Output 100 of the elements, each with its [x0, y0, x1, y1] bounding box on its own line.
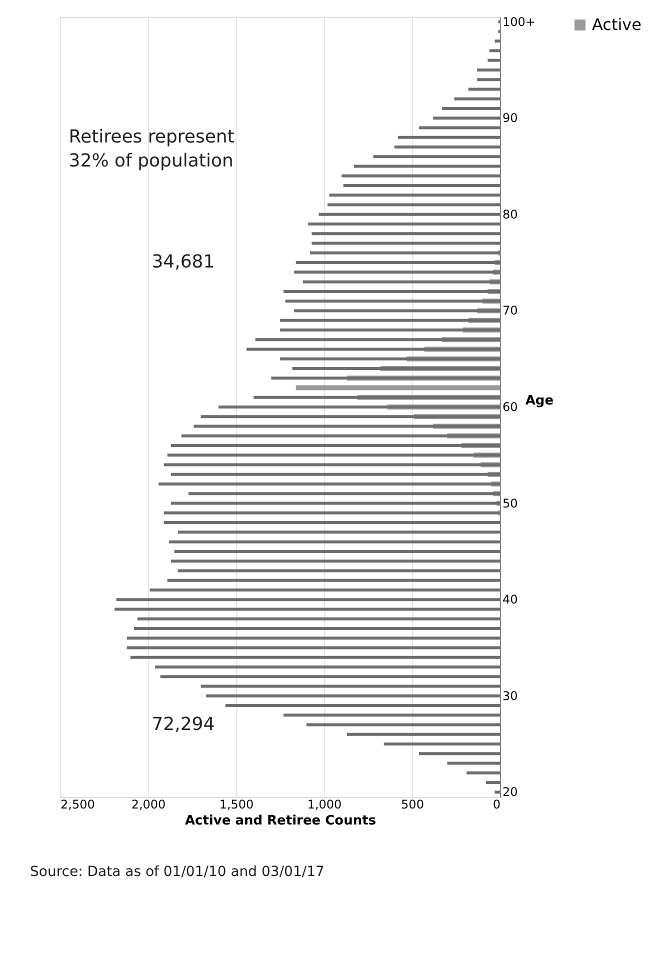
bar	[218, 406, 500, 408]
bar	[285, 300, 500, 303]
bar	[206, 694, 500, 698]
bar	[419, 752, 500, 756]
bar	[188, 492, 500, 496]
bar	[280, 328, 500, 332]
bar	[174, 550, 500, 553]
x-tick-label: 500	[401, 798, 424, 812]
bar	[126, 646, 500, 650]
bar	[477, 68, 500, 72]
bar	[200, 684, 500, 688]
bar	[284, 714, 500, 717]
bar	[137, 617, 500, 620]
x-axis-title: Active and Retiree Counts	[184, 814, 376, 828]
y-tick-label: 80	[502, 207, 518, 222]
bar	[419, 126, 500, 130]
bar	[200, 415, 500, 418]
bar	[468, 88, 500, 91]
annotation: 34,681	[152, 252, 215, 273]
bar	[373, 155, 500, 158]
bar	[194, 424, 500, 428]
x-tick-label: 0	[492, 798, 500, 812]
bar	[126, 636, 500, 640]
bar	[312, 232, 500, 236]
bar	[134, 626, 500, 630]
bar	[167, 578, 500, 582]
bar	[292, 366, 500, 370]
y-tick-label: 60	[502, 400, 518, 414]
bar	[294, 270, 500, 274]
x-tick-label: 1,500	[219, 798, 254, 812]
bar	[318, 212, 500, 216]
bar	[169, 540, 500, 544]
bar	[296, 261, 500, 264]
bar	[130, 656, 500, 659]
bar	[155, 666, 500, 668]
bar	[486, 781, 500, 784]
bar	[271, 376, 500, 380]
bar	[354, 164, 500, 168]
bar	[329, 194, 500, 197]
bar	[255, 338, 500, 342]
bar	[466, 771, 500, 774]
y-tick-label: 70	[502, 304, 518, 318]
bar	[306, 723, 500, 726]
bar	[328, 203, 500, 206]
y-axis-title: Age	[525, 394, 554, 408]
bar	[178, 569, 500, 572]
y-tick-label: 30	[502, 688, 518, 703]
bar	[394, 146, 500, 148]
bar	[489, 49, 500, 52]
bar	[254, 396, 500, 399]
bar	[164, 511, 500, 514]
bar	[433, 116, 500, 120]
bar	[170, 502, 500, 505]
bar	[170, 444, 500, 448]
bar	[447, 762, 500, 765]
bar	[225, 704, 500, 708]
annotation: Retirees represent 32% of population	[68, 126, 234, 172]
y-tick-label: 100+	[502, 14, 536, 29]
bar	[170, 472, 500, 476]
bar	[494, 790, 500, 794]
bar	[342, 174, 500, 178]
bar	[114, 608, 500, 611]
y-tick-label: 40	[502, 592, 518, 607]
bar	[181, 434, 500, 438]
bar	[302, 280, 500, 284]
bar	[294, 309, 500, 312]
bar	[150, 588, 500, 592]
bar	[158, 482, 500, 486]
bar	[160, 675, 500, 678]
y-tick-label: 20	[502, 785, 518, 800]
y-tick-label: 90	[502, 111, 518, 126]
bar	[170, 560, 500, 563]
bar	[178, 530, 500, 534]
bar	[384, 742, 500, 746]
bar	[454, 97, 500, 100]
bar	[116, 598, 500, 602]
y-tick-label: 50	[502, 496, 518, 510]
bar	[488, 58, 500, 62]
annotation: 72,294	[152, 714, 215, 735]
bar	[343, 184, 500, 188]
x-tick-label: 1,000	[307, 798, 342, 812]
bar	[167, 454, 500, 457]
source-note: Source: Data as of 01/01/10 and 03/01/17	[30, 864, 324, 880]
bar	[312, 242, 500, 245]
x-tick-label: 2,000	[131, 798, 166, 812]
bar	[310, 251, 500, 254]
legend-label: Active	[592, 15, 642, 34]
bar	[308, 222, 500, 226]
bar	[477, 78, 500, 82]
bar	[246, 348, 500, 351]
bar	[296, 385, 500, 390]
bar	[280, 357, 500, 360]
bar	[398, 136, 500, 139]
bar	[494, 40, 500, 43]
x-tick-label: 2,500	[60, 798, 95, 812]
bar	[164, 521, 500, 524]
bar	[284, 290, 500, 293]
bar	[280, 318, 500, 322]
bar	[346, 732, 500, 736]
bar	[164, 463, 500, 466]
